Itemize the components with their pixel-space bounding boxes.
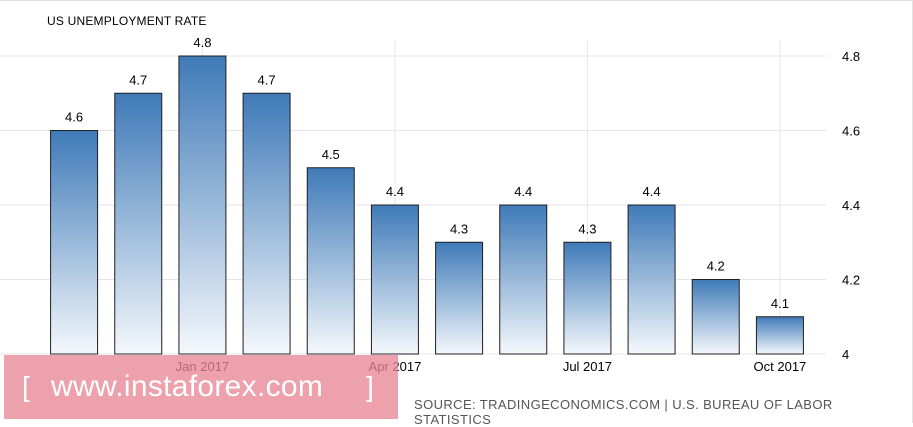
bar-value-label: 4.6: [65, 110, 83, 125]
y-tick-label: 4.2: [842, 273, 860, 288]
y-tick-label: 4: [842, 347, 849, 362]
chart-frame-top: [0, 0, 913, 1]
bar: [691, 279, 740, 355]
instaforex-watermark: [ www.instaforex.com ]: [4, 355, 398, 419]
bar: [178, 55, 227, 355]
bar-value-label: 4.4: [643, 184, 661, 199]
bar: [755, 316, 804, 355]
bar: [242, 92, 291, 355]
bar-value-label: 4.4: [386, 184, 404, 199]
y-tick-label: 4.4: [842, 198, 860, 213]
bar: [370, 204, 419, 355]
y-tick-label: 4.6: [842, 124, 860, 139]
bar: [499, 204, 548, 355]
x-tick-label: Jul 2017: [563, 359, 612, 374]
x-tick-label: Oct 2017: [754, 359, 807, 374]
bar-value-label: 4.7: [129, 72, 147, 87]
bar: [435, 241, 484, 355]
bar-value-label: 4.4: [514, 184, 532, 199]
bar: [114, 92, 163, 355]
bar-value-label: 4.3: [578, 221, 596, 236]
bar-value-label: 4.8: [193, 35, 211, 50]
watermark-right-bracket: ]: [366, 371, 374, 402]
bar-value-label: 4.3: [450, 221, 468, 236]
bar: [50, 130, 99, 355]
bar-value-label: 4.2: [707, 259, 725, 274]
bar-value-label: 4.7: [258, 72, 276, 87]
bar: [306, 167, 355, 355]
bar-value-label: 4.1: [771, 296, 789, 311]
bar-value-label: 4.5: [322, 147, 340, 162]
bar: [563, 241, 612, 355]
chart-title: US UNEMPLOYMENT RATE: [47, 14, 207, 28]
watermark-left-bracket: [: [22, 371, 30, 402]
bar: [627, 204, 676, 355]
y-tick-label: 4.8: [842, 49, 860, 64]
watermark-text: www.instaforex.com: [51, 370, 324, 403]
